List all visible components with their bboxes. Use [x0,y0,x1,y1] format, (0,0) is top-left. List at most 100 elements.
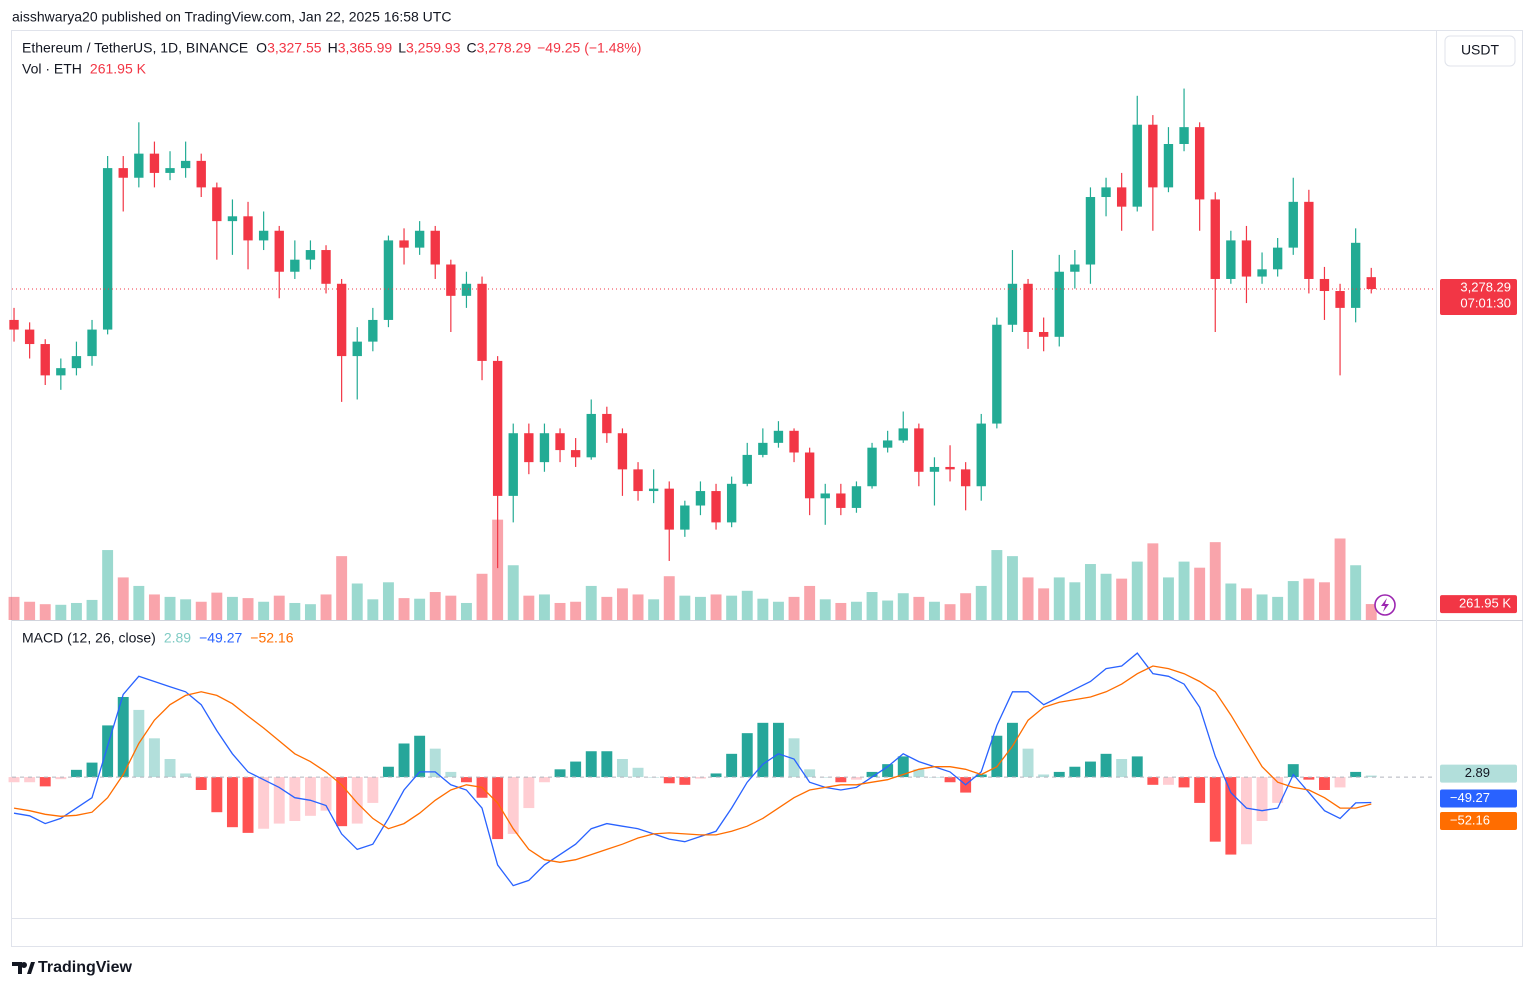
candle-body [945,466,955,470]
ohlc-key: O [256,40,267,56]
volume-bar [351,583,363,620]
candle-body [1132,124,1142,207]
candle-body [9,319,19,330]
volume-bar [1147,543,1159,620]
volume-bar [258,601,270,620]
candle-body [1210,199,1220,279]
volume-bar [507,565,519,620]
volume-bar [1116,578,1128,620]
volume-bar [1365,604,1377,620]
volume-bar [1334,538,1346,620]
volume-bar [726,595,738,620]
macd-histogram-bar [180,773,192,778]
macd-histogram-bar [258,777,270,829]
macd-histogram-bar [39,777,51,787]
macd-histogram-bar [242,777,254,833]
candle-body [867,447,877,487]
candle-body [617,433,628,470]
candle-body [1319,278,1330,292]
volume-bar [601,596,613,620]
candle-body [976,423,986,487]
candle-body [1054,271,1064,337]
volume-bar [226,596,238,620]
candle-body [539,433,550,463]
candle-body [368,319,378,342]
macd-histogram-bar [1318,777,1330,790]
publisher: aisshwarya20 published on TradingView.co… [12,9,451,25]
macd-histogram-bar [1084,761,1096,778]
candle-body [804,452,815,499]
candle-body [461,283,472,296]
volume-bar [663,576,675,620]
volume-bar [835,602,847,620]
macd-histogram-bar [1006,722,1018,778]
macd-histogram-bar [1240,777,1252,845]
volume-bar [320,594,332,620]
volume-bar [1350,565,1362,620]
candle-body [305,250,316,260]
candle-body [430,230,440,265]
frame [11,30,1523,947]
candle-body [711,491,721,523]
volume-bar [367,599,379,620]
volume-bar [1131,561,1143,620]
macd-histogram-bar [1100,753,1112,778]
volume-bar [648,599,660,620]
macd-histogram-bar [694,777,706,779]
macd-histogram-bar [1038,774,1050,778]
volume-bar [960,593,972,620]
volume-bar [133,585,145,620]
volume-bar [492,519,504,620]
candle-body [1304,201,1314,279]
macd-histogram-bar [55,777,67,780]
currency-label[interactable]: USDT [1461,42,1500,58]
macd-histogram-bar [1365,775,1377,778]
candle-body [196,160,206,188]
macd-histogram-bar [1069,766,1081,778]
currency-button[interactable] [1444,35,1516,67]
candle-body [1163,143,1174,188]
volume-bar [757,598,769,620]
candle-body [383,240,394,320]
macd-histogram-bar [304,777,316,816]
volume-bar [242,598,254,620]
candle-body [898,428,908,441]
volume-bar [975,585,987,620]
candle-body [321,250,331,284]
candle-body [1148,124,1158,188]
macd-histogram-bar [1272,777,1284,803]
macd-histogram-bar [117,696,129,778]
volume-bar [1209,542,1221,620]
macd-histogram-bar [772,722,784,778]
macd-histogram-bar [601,751,613,778]
macd-value-box [1440,789,1517,808]
candle-body [1116,187,1127,207]
macd-histogram-bar [414,735,426,778]
candle-body [24,329,35,345]
volume-bar [554,602,566,620]
volume-bar [694,596,706,620]
candle-body [71,356,82,369]
macd-histogram-bar [1334,777,1346,788]
candle-body [274,230,284,272]
ohlc-value: 3,259.93 [406,40,461,56]
candle-body [180,160,191,169]
macd-histogram-bar [913,769,925,778]
change-value: −49.25 (−1.48%) [537,40,641,56]
volume-bar [1178,561,1190,620]
candle-body [1194,127,1205,200]
candle-body [1101,187,1111,198]
volume-bar [897,593,909,620]
macd-histogram-bar [975,774,987,778]
signal-line [13,665,1372,863]
macd-histogram-bar [1287,764,1299,778]
candle-body [742,454,752,484]
volume-bar [632,594,644,620]
macd-histogram-bar [835,777,847,783]
candle-body [820,493,830,499]
macd-histogram-bar [679,777,691,785]
volume-bar [710,594,722,620]
candle-body [1272,247,1283,270]
